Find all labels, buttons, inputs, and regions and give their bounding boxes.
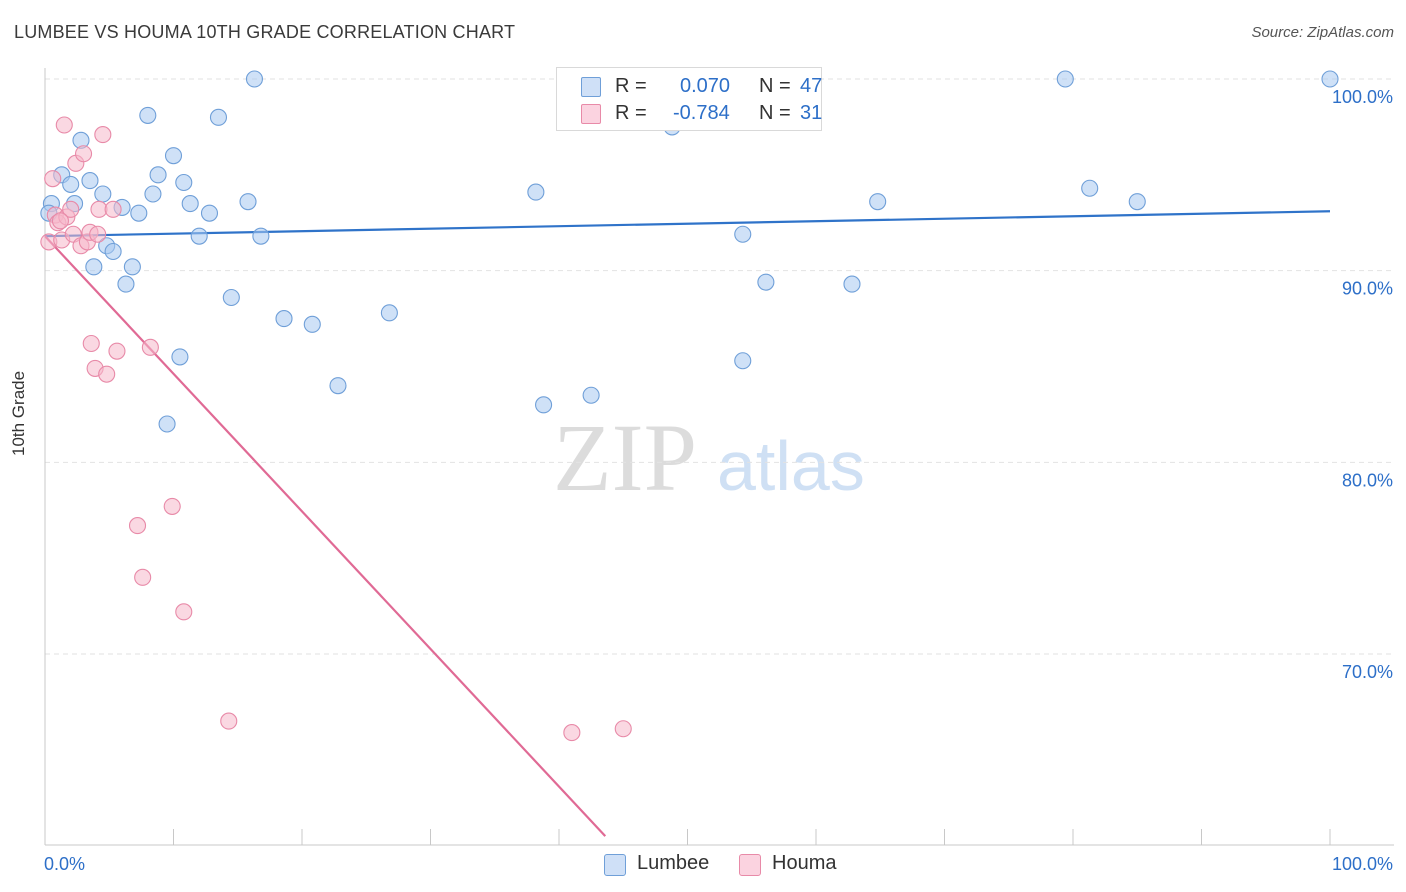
houma-point [175, 603, 193, 621]
grid-lines [45, 78, 1394, 655]
houma-point [51, 212, 69, 230]
lumbee-point [252, 227, 270, 245]
houma-point [141, 338, 159, 356]
houma-point [163, 497, 181, 515]
tick-labels: 70.0% 80.0% 90.0% 100.0% 0.0% 100.0% [44, 87, 1393, 874]
lumbee-point [130, 204, 148, 222]
lumbee-point [245, 70, 264, 88]
lumbee-point [200, 204, 219, 222]
lumbee-point [843, 275, 861, 293]
legend-n-label: N = [759, 102, 791, 124]
lumbee-point [1321, 70, 1339, 88]
legend-n-value: 31 [800, 102, 823, 124]
lumbee-point [1081, 179, 1099, 197]
houma-point [128, 517, 147, 535]
lumbee-point [734, 225, 752, 243]
legend-n-label: N = [759, 75, 791, 97]
houma-point [94, 126, 112, 144]
y-tick-label: 100.0% [1332, 87, 1393, 107]
legend-n-value: 47 [800, 75, 823, 97]
houma-point [614, 720, 632, 738]
legend-r-label: R = [615, 102, 647, 124]
lumbee-point [222, 288, 240, 307]
legend-r-value: -0.784 [673, 102, 730, 124]
lumbee-point [117, 275, 135, 293]
lumbee-point [149, 166, 167, 184]
trend-lines [44, 210, 1331, 837]
watermark: ZIP atlas [553, 404, 865, 511]
lumbee-swatch [581, 77, 601, 97]
y-tick-label: 70.0% [1342, 662, 1393, 682]
houma-point [98, 365, 116, 383]
lumbee-point [171, 348, 189, 366]
lumbee-point [62, 175, 80, 193]
y-tick-label: 80.0% [1342, 470, 1393, 490]
lumbee-point [535, 396, 553, 414]
houma-point [55, 116, 73, 134]
lumbee-point [239, 193, 257, 211]
y-axis-label: 10th Grade [9, 370, 28, 456]
source-label: Source: ZipAtlas.com [1251, 24, 1394, 41]
houma-point [89, 225, 107, 243]
lumbee-point [144, 185, 162, 203]
lumbee-point [81, 172, 99, 190]
lumbee-legend-swatch [604, 854, 626, 876]
lumbee-point [329, 377, 347, 395]
lumbee-point [757, 273, 775, 291]
stats-legend: R = 0.070 N = 47 R = -0.784 N = 31 [556, 67, 822, 131]
lumbee-point [123, 258, 141, 276]
lumbee-point [139, 106, 157, 124]
legend-r-label: R = [615, 75, 647, 97]
lumbee-point [164, 147, 183, 165]
trendline-houma [44, 235, 607, 837]
lumbee-point [94, 185, 112, 203]
lumbee-point [582, 386, 600, 404]
houma-point [563, 724, 581, 742]
houma-point [82, 334, 100, 353]
lumbee-point [175, 173, 193, 192]
lumbee-point [303, 315, 321, 333]
legend-r-value: 0.070 [680, 75, 731, 97]
y-tick-label: 90.0% [1342, 279, 1393, 299]
houma-point [44, 170, 62, 188]
lumbee-legend-label: Lumbee [637, 852, 710, 874]
lumbee-point [380, 304, 398, 322]
lumbee-point [734, 352, 752, 370]
houma-point [108, 342, 126, 360]
lumbee-point [158, 415, 176, 433]
x-tick-label: 100.0% [1332, 854, 1393, 874]
houma-swatch [581, 104, 601, 124]
lumbee-point [190, 227, 208, 245]
houma-point [75, 145, 93, 163]
lumbee-point [181, 195, 199, 213]
chart-title: LUMBEE VS HOUMA 10TH GRADE CORRELATION C… [14, 22, 516, 42]
houma-point [62, 200, 80, 218]
houma-legend-label: Houma [772, 852, 837, 874]
lumbee-point [104, 242, 122, 261]
houma-legend-swatch [739, 854, 761, 876]
lumbee-point [85, 258, 103, 276]
lumbee-point [1128, 193, 1146, 211]
houma-point [134, 568, 152, 586]
lumbee-point [209, 108, 228, 126]
watermark-zip: ZIP [553, 404, 697, 511]
data-points [40, 70, 1339, 742]
x-tick-label: 0.0% [44, 854, 85, 874]
watermark-atlas: atlas [717, 427, 865, 505]
axes [44, 68, 1394, 846]
trendline-lumbee [44, 210, 1331, 238]
lumbee-point [869, 193, 887, 211]
lumbee-point [527, 183, 545, 201]
houma-point [220, 712, 238, 730]
houma-point [104, 200, 122, 218]
lumbee-point [1056, 70, 1074, 88]
lumbee-point [275, 310, 293, 328]
